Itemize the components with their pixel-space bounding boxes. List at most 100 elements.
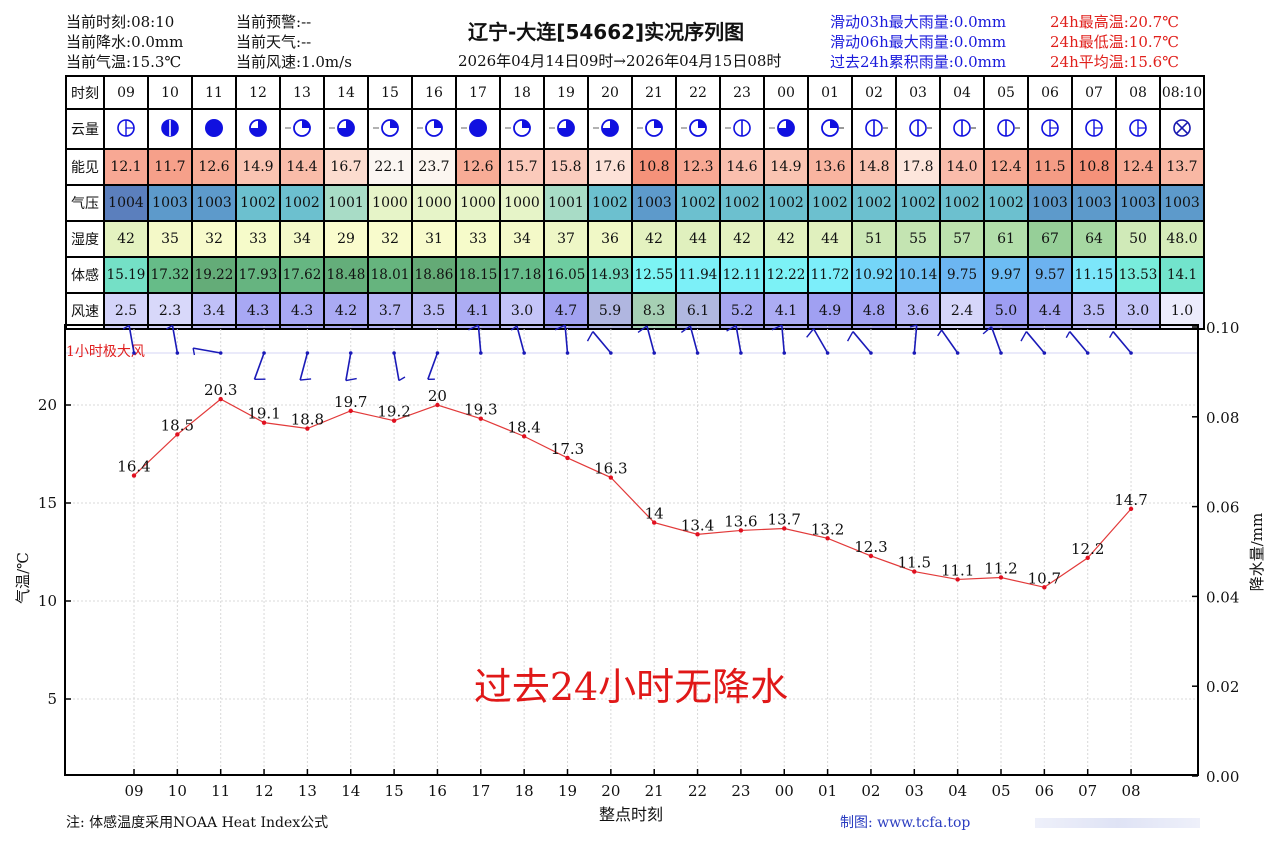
table-cell: 12.6 xyxy=(455,148,501,186)
x-tick-label: 11 xyxy=(211,782,230,800)
wind-barb-feather xyxy=(300,378,312,381)
table-cell: 1003 xyxy=(1159,184,1205,222)
wind-barb-feather xyxy=(806,328,815,338)
table-cell: 17.93 xyxy=(235,256,281,294)
table-cell: 67 xyxy=(1027,220,1073,258)
table-cell: 42 xyxy=(103,220,149,258)
cloud-cover-icon xyxy=(939,108,985,150)
temperature-value-label: 13.7 xyxy=(768,510,801,528)
table-cell: 13 xyxy=(279,75,325,110)
temperature-point xyxy=(998,575,1004,580)
table-cell: 1002 xyxy=(763,184,809,222)
cloud-cover-icon xyxy=(1115,108,1161,150)
table-cell: 15 xyxy=(367,75,413,110)
table-cell: 15.7 xyxy=(499,148,545,186)
row-label: 湿度 xyxy=(65,220,105,258)
temperature-point xyxy=(608,475,614,480)
table-cell: 4.1 xyxy=(763,292,809,330)
table-cell: 11.5 xyxy=(1027,148,1073,186)
wind-barb-icon xyxy=(940,329,959,354)
temperature-point xyxy=(565,455,570,461)
temperature-value-label: 11.2 xyxy=(984,559,1017,577)
temperature-point xyxy=(261,420,267,425)
temperature-value-label: 20.3 xyxy=(204,381,237,399)
rain-3h-max: 滑动03h最大雨量:0.0mm xyxy=(830,13,1007,31)
x-tick-label: 10 xyxy=(168,782,187,800)
table-cell: 1003 xyxy=(1071,184,1117,222)
table-cell: 4.9 xyxy=(807,292,853,330)
row-humidity: 湿度 42 35 32 33 34 29 32 31 33 34 37 36 42 44 42 42 44 51 55… xyxy=(65,220,1205,258)
y-tick-label: 5 xyxy=(47,690,57,708)
temperature-point xyxy=(738,528,744,533)
temperature-point xyxy=(348,408,353,414)
table-cell: 6.1 xyxy=(675,292,721,330)
table-cell: 9.97 xyxy=(983,256,1029,294)
rain-24h-total: 过去24h累积雨量:0.0mm xyxy=(830,53,1007,71)
temperature-value-label: 10.7 xyxy=(1028,569,1061,587)
table-cell: 9.75 xyxy=(939,256,985,294)
table-cell: 09 xyxy=(103,75,149,110)
no-precip-annotation: 过去24小时无降水 xyxy=(474,665,788,709)
wind-barb-feather xyxy=(982,326,992,335)
table-cell: 16.05 xyxy=(543,256,589,294)
temperature-value-label: 19.3 xyxy=(464,401,497,419)
wind-barb-feather xyxy=(909,324,917,328)
wind-barb-dot xyxy=(652,351,656,355)
cloud-cover-icon xyxy=(323,108,369,150)
wind-barb-label: 1小时极大风 xyxy=(66,344,145,360)
cloud-cover-icon xyxy=(1071,108,1117,150)
y-right-axis-label: 降水量/mm xyxy=(1248,513,1266,592)
wind-barb-dot xyxy=(825,351,830,355)
table-cell: 5.9 xyxy=(587,292,633,330)
table-cell: 11.15 xyxy=(1071,256,1117,294)
table-cell: 1003 xyxy=(147,184,193,222)
table-cell: 19.22 xyxy=(191,256,237,294)
table-cell: 08 xyxy=(1115,75,1161,110)
wind-barb-dot xyxy=(435,351,440,355)
table-cell: 3.5 xyxy=(411,292,457,330)
x-axis-label: 整点时刻 xyxy=(599,805,663,824)
table-cell: 10 xyxy=(147,75,193,110)
cloud-cover-icon xyxy=(147,108,193,150)
current-warning: 当前预警:-- xyxy=(236,13,312,31)
header-mid: 当前预警:-- 当前天气:-- 当前风速:1.0m/s xyxy=(236,12,352,72)
table-cell: 14.93 xyxy=(587,256,633,294)
cloud-cover-icon xyxy=(411,108,457,150)
wind-barb-feather xyxy=(1065,331,1071,339)
cloud-cover-icon xyxy=(895,108,941,150)
row-visibility: 能见 12.1 11.7 12.6 14.9 14.4 16.7 22.1 23.7 12.6 15… xyxy=(65,148,1205,186)
table-cell: 22 xyxy=(675,75,721,110)
table-cell: 44 xyxy=(675,220,721,258)
temperature-point xyxy=(955,577,960,582)
table-cell: 4.4 xyxy=(1027,292,1073,330)
x-tick-label: 09 xyxy=(124,782,143,800)
table-cell: 1000 xyxy=(367,184,413,222)
wind-barb-feather xyxy=(345,377,357,382)
wind-barb-icon xyxy=(646,325,655,354)
table-cell: 18.86 xyxy=(411,256,457,294)
rain-6h-max: 滑动06h最大雨量:0.0mm xyxy=(830,33,1007,51)
y-right-tick-label: 0.10 xyxy=(1206,319,1239,337)
x-tick-label: 19 xyxy=(558,782,577,800)
y-axis-label: 气温/℃ xyxy=(14,552,32,604)
watermark-blur xyxy=(1035,818,1200,828)
table-cell: 4.7 xyxy=(543,292,589,330)
temp-24h-max: 24h最高温:20.7℃ xyxy=(1050,13,1179,31)
table-cell: 10.14 xyxy=(895,256,941,294)
table-cell: 20 xyxy=(587,75,633,110)
wind-barb-icon xyxy=(852,331,872,354)
wind-barb-feather xyxy=(680,325,691,333)
cloud-cover-icon xyxy=(235,108,281,150)
row-label: 能见 xyxy=(65,148,105,186)
x-tick-label: 01 xyxy=(818,782,837,800)
table-cell: 1002 xyxy=(587,184,633,222)
table-cell: 04 xyxy=(939,75,985,110)
temperature-point xyxy=(478,416,483,421)
table-cell: 17.8 xyxy=(895,148,941,186)
temperature-value-label: 12.3 xyxy=(854,538,887,556)
wind-barb-dot xyxy=(479,351,483,355)
table-cell: 34 xyxy=(499,220,545,258)
cloud-cover-icon xyxy=(587,108,633,150)
table-cell: 13.53 xyxy=(1115,256,1161,294)
cloud-cover-icon xyxy=(763,108,809,150)
